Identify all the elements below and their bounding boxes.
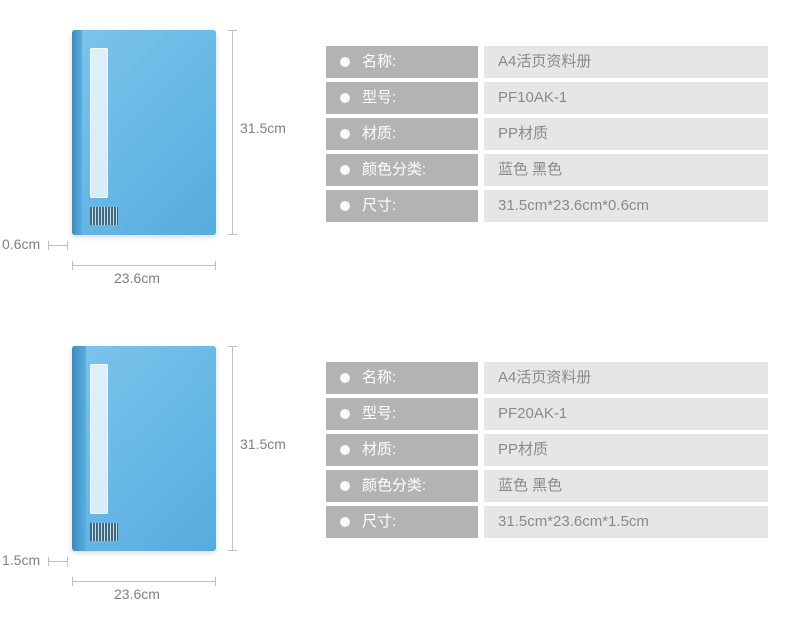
spec-key-text: 名称: bbox=[362, 362, 396, 394]
folder-label-strip bbox=[90, 48, 108, 198]
folder-illustration bbox=[72, 30, 216, 235]
spec-row-model: 型号: PF20AK-1 bbox=[326, 398, 768, 430]
dim-label-height: 31.5cm bbox=[240, 436, 286, 452]
spec-key-text: 材质: bbox=[362, 434, 396, 466]
spec-row-material: 材质: PP材质 bbox=[326, 118, 768, 150]
spec-row-name: 名称: A4活页资料册 bbox=[326, 46, 768, 78]
spec-key: 尺寸: bbox=[326, 190, 478, 222]
spec-val: 蓝色 黑色 bbox=[484, 470, 768, 502]
folder-body bbox=[72, 30, 216, 235]
spec-val: PP材质 bbox=[484, 434, 768, 466]
dim-label-depth: 0.6cm bbox=[2, 236, 40, 252]
spec-key-text: 名称: bbox=[362, 46, 396, 78]
spec-key: 名称: bbox=[326, 46, 478, 78]
folder-body bbox=[72, 346, 216, 551]
spec-key: 材质: bbox=[326, 118, 478, 150]
spec-key: 颜色分类: bbox=[326, 154, 478, 186]
spec-key: 型号: bbox=[326, 82, 478, 114]
folder-barcode bbox=[90, 207, 118, 225]
spec-key-text: 尺寸: bbox=[362, 506, 396, 538]
dim-label-width: 23.6cm bbox=[114, 586, 160, 602]
spec-key: 尺寸: bbox=[326, 506, 478, 538]
spec-key-text: 型号: bbox=[362, 82, 396, 114]
spec-val: A4活页资料册 bbox=[484, 46, 768, 78]
spec-key: 型号: bbox=[326, 398, 478, 430]
spec-key: 颜色分类: bbox=[326, 470, 478, 502]
spec-row-model: 型号: PF10AK-1 bbox=[326, 82, 768, 114]
folder-label-strip bbox=[90, 364, 108, 514]
dim-label-height: 31.5cm bbox=[240, 120, 286, 136]
dim-line-width bbox=[72, 581, 216, 582]
dim-line-height bbox=[232, 346, 233, 551]
bullet-icon bbox=[340, 517, 350, 527]
dim-label-width: 23.6cm bbox=[114, 270, 160, 286]
folder-illustration bbox=[72, 346, 216, 551]
bullet-icon bbox=[340, 129, 350, 139]
spec-row-material: 材质: PP材质 bbox=[326, 434, 768, 466]
bullet-icon bbox=[340, 373, 350, 383]
dim-line-width bbox=[72, 265, 216, 266]
spec-val: PF10AK-1 bbox=[484, 82, 768, 114]
spec-table: 名称: A4活页资料册 型号: PF20AK-1 材质: PP材质 颜色分类: … bbox=[326, 362, 768, 542]
bullet-icon bbox=[340, 445, 350, 455]
spec-row-color: 颜色分类: 蓝色 黑色 bbox=[326, 154, 768, 186]
spec-row-size: 尺寸: 31.5cm*23.6cm*0.6cm bbox=[326, 190, 768, 222]
dim-line-height bbox=[232, 30, 233, 235]
spec-val: PP材质 bbox=[484, 118, 768, 150]
folder-spine bbox=[72, 30, 82, 235]
spec-val: 31.5cm*23.6cm*0.6cm bbox=[484, 190, 768, 222]
dim-line-depth bbox=[48, 245, 68, 246]
dim-label-depth: 1.5cm bbox=[2, 552, 40, 568]
spec-val: PF20AK-1 bbox=[484, 398, 768, 430]
bullet-icon bbox=[340, 165, 350, 175]
bullet-icon bbox=[340, 201, 350, 211]
spec-row-name: 名称: A4活页资料册 bbox=[326, 362, 768, 394]
spec-key-text: 颜色分类: bbox=[362, 470, 426, 502]
bullet-icon bbox=[340, 57, 350, 67]
spec-val: 蓝色 黑色 bbox=[484, 154, 768, 186]
spec-key: 名称: bbox=[326, 362, 478, 394]
spec-key-text: 型号: bbox=[362, 398, 396, 430]
spec-val: 31.5cm*23.6cm*1.5cm bbox=[484, 506, 768, 538]
spec-key-text: 颜色分类: bbox=[362, 154, 426, 186]
dim-line-depth bbox=[48, 561, 68, 562]
spec-row-color: 颜色分类: 蓝色 黑色 bbox=[326, 470, 768, 502]
bullet-icon bbox=[340, 409, 350, 419]
spec-key-text: 材质: bbox=[362, 118, 396, 150]
spec-key: 材质: bbox=[326, 434, 478, 466]
spec-table: 名称: A4活页资料册 型号: PF10AK-1 材质: PP材质 颜色分类: … bbox=[326, 46, 768, 226]
bullet-icon bbox=[340, 481, 350, 491]
folder-spine bbox=[72, 346, 86, 551]
folder-barcode bbox=[90, 523, 118, 541]
spec-row-size: 尺寸: 31.5cm*23.6cm*1.5cm bbox=[326, 506, 768, 538]
bullet-icon bbox=[340, 93, 350, 103]
spec-key-text: 尺寸: bbox=[362, 190, 396, 222]
spec-val: A4活页资料册 bbox=[484, 362, 768, 394]
